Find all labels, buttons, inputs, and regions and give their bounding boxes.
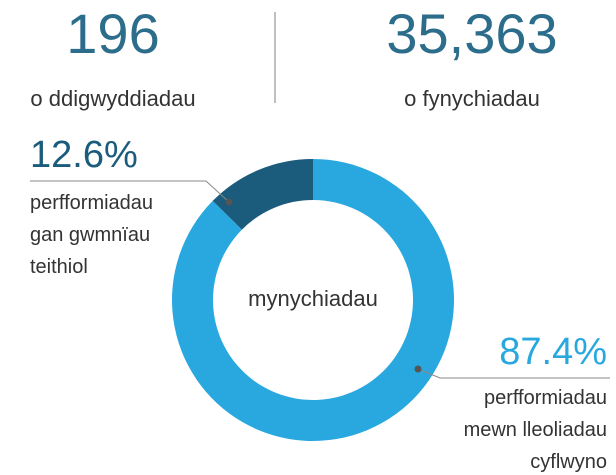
category-label: perfformiadau mewn lleoliadau cyflwyno: [463, 387, 607, 473]
leader-line: [30, 180, 230, 203]
leader-line: [417, 368, 610, 379]
leader-dot: [414, 365, 422, 373]
donut-segment: [212, 159, 313, 230]
stat-label: o ddigwyddiadau: [30, 86, 195, 111]
stat-value: 35,363: [386, 2, 557, 65]
category-label: perfformiadau gan gwmnïau teithiol: [30, 192, 154, 278]
center-label: mynychiadau: [248, 286, 378, 311]
leader-dot: [225, 198, 233, 206]
value-label: 12.6%: [30, 134, 138, 176]
value-label: 87.4%: [499, 331, 607, 373]
stat-label: o fynychiadau: [404, 86, 540, 111]
donut: [171, 159, 454, 441]
stat-value: 196: [66, 2, 159, 65]
